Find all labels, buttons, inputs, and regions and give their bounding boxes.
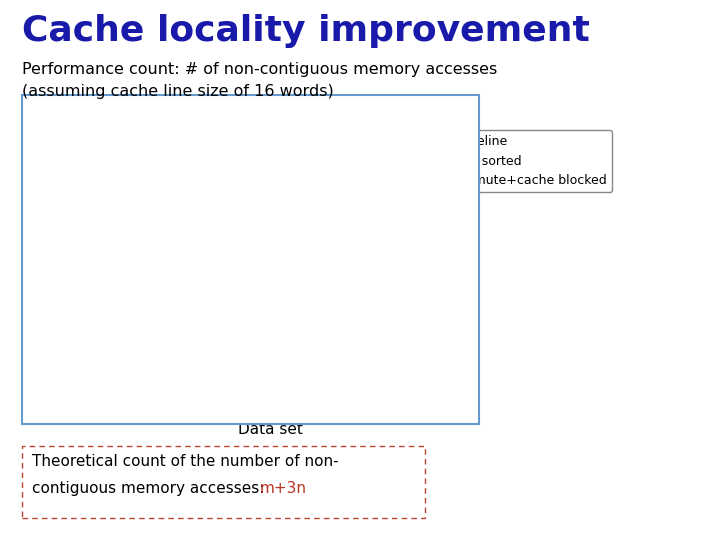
Text: Cache locality improvement: Cache locality improvement (22, 14, 590, 48)
Text: m+3n: m+3n (259, 481, 306, 496)
Legend: Baseline, Adj. sorted, Permute+cache blocked: Baseline, Adj. sorted, Permute+cache blo… (415, 131, 612, 192)
Bar (430, 268, 450, 394)
Bar (130, 289, 150, 394)
Text: Performance count: # of non-contiguous memory accesses: Performance count: # of non-contiguous m… (22, 62, 497, 77)
Bar (90, 186, 110, 394)
Bar (410, 224, 430, 394)
Text: (assuming cache line size of 16 words): (assuming cache line size of 16 words) (22, 84, 333, 99)
Bar (230, 249, 250, 394)
Bar (290, 197, 310, 394)
Text: contiguous memory accesses:: contiguous memory accesses: (32, 481, 270, 496)
Bar (310, 221, 330, 394)
Bar (330, 258, 350, 394)
Bar (110, 200, 130, 394)
Bar (210, 189, 230, 394)
Bar (190, 176, 210, 394)
X-axis label: Data set: Data set (238, 422, 302, 437)
Text: Theoretical count of the number of non-: Theoretical count of the number of non- (32, 454, 339, 469)
Bar (390, 208, 410, 394)
